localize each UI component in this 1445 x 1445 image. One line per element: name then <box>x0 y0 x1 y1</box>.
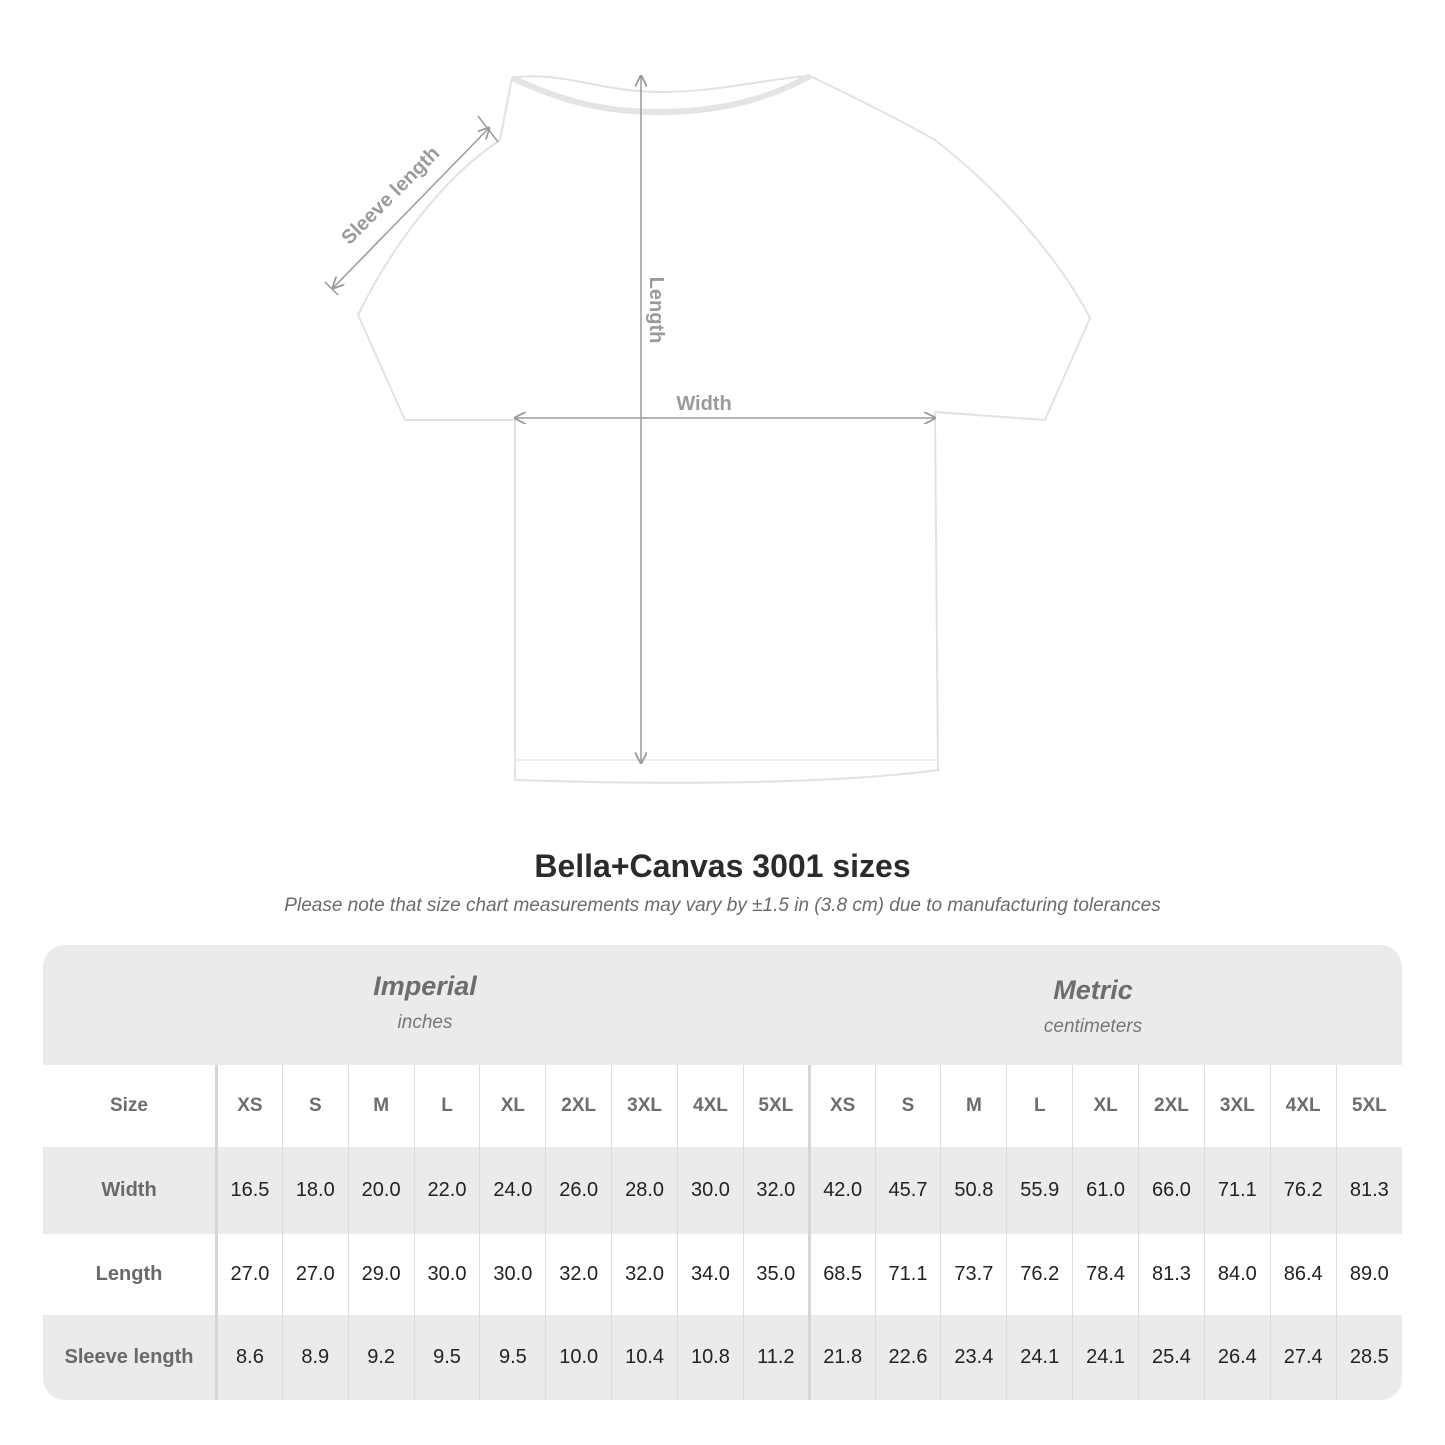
imperial-value-cell: 9.2 <box>347 1315 415 1400</box>
imperial-value-cell: 29.0 <box>347 1234 415 1315</box>
metric-value-cell: 61.0 <box>1072 1147 1139 1234</box>
metric-value-cell: 89.0 <box>1335 1234 1402 1315</box>
size-table: Size XS S M L XL 2XL 3XL 4XL 5XL XS S M L XL 2XL 3XL 4XL 5… <box>43 1065 1402 1400</box>
size-table-panel: Imperial inches Metric centimeters Size X… <box>43 945 1402 1400</box>
tshirt-shape <box>356 74 1092 784</box>
imperial-size-m: M <box>347 1065 415 1147</box>
metric-value-cell: 71.1 <box>874 1234 941 1315</box>
imperial-value-cell: 27.0 <box>281 1234 349 1315</box>
metric-value-cell: 78.4 <box>1072 1234 1139 1315</box>
metric-size-xs: XS <box>807 1065 876 1147</box>
imperial-value-cell: 34.0 <box>677 1234 744 1315</box>
imperial-size-4xl: 4XL <box>677 1065 744 1147</box>
imperial-value-cell: 26.0 <box>545 1147 612 1234</box>
imperial-value-cell: 30.0 <box>479 1234 546 1315</box>
metric-value-cell: 45.7 <box>874 1147 941 1234</box>
metric-value-cell: 21.8 <box>807 1315 876 1400</box>
length-label: Length <box>645 277 667 344</box>
metric-value-cell: 81.3 <box>1335 1147 1402 1234</box>
imperial-value-cell: 27.0 <box>215 1234 283 1315</box>
metric-size-l: L <box>1006 1065 1073 1147</box>
metric-size-3xl: 3XL <box>1203 1065 1271 1147</box>
metric-value-cell: 50.8 <box>940 1147 1007 1234</box>
sleeve-arrow <box>333 128 489 288</box>
table-row: Length 27.0 27.0 29.0 30.0 30.0 32.0 32.0 34.0 35… <box>43 1234 1402 1315</box>
imperial-size-2xl: 2XL <box>545 1065 612 1147</box>
tshirt-diagram: Sleeve length Length Width <box>324 73 1092 784</box>
metric-header: Metric centimeters <box>883 945 1303 1095</box>
table-row: Sleeve length 8.6 8.9 9.2 9.5 9.5 10.0 10.4 10.8… <box>43 1315 1402 1400</box>
imperial-value-cell: 30.0 <box>677 1147 744 1234</box>
imperial-size-l: L <box>413 1065 480 1147</box>
imperial-value-cell: 8.9 <box>281 1315 349 1400</box>
metric-value-cell: 76.2 <box>1006 1234 1073 1315</box>
row-label: Width <box>101 1179 157 1201</box>
metric-value-cell: 27.4 <box>1269 1315 1337 1400</box>
metric-value-cell: 28.5 <box>1335 1315 1402 1400</box>
imperial-value-cell: 8.6 <box>215 1315 283 1400</box>
imperial-header: Imperial inches <box>215 945 635 1091</box>
metric-value-cell: 71.1 <box>1203 1147 1271 1234</box>
imperial-value-cell: 10.0 <box>545 1315 612 1400</box>
metric-size-5xl: 5XL <box>1335 1065 1402 1147</box>
metric-value-cell: 68.5 <box>807 1234 876 1315</box>
metric-value-cell: 76.2 <box>1269 1147 1337 1234</box>
imperial-size-5xl: 5XL <box>742 1065 810 1147</box>
imperial-size-xs: XS <box>215 1065 283 1147</box>
imperial-value-cell: 35.0 <box>742 1234 810 1315</box>
row-label: Length <box>95 1263 163 1285</box>
imperial-size-xl: XL <box>479 1065 546 1147</box>
chart-subtitle: Please note that size chart measurements… <box>284 895 1161 916</box>
imperial-size-3xl: 3XL <box>611 1065 678 1147</box>
metric-value-cell: 23.4 <box>940 1315 1007 1400</box>
size-header-row: Size XS S M L XL 2XL 3XL 4XL 5XL XS S M L XL 2XL 3XL 4XL 5… <box>43 1065 1402 1147</box>
metric-value-cell: 25.4 <box>1138 1315 1205 1400</box>
metric-value-cell: 84.0 <box>1203 1234 1271 1315</box>
imperial-value-cell: 32.0 <box>611 1234 678 1315</box>
size-label: Size <box>109 1095 149 1116</box>
metric-value-cell: 42.0 <box>807 1147 876 1234</box>
metric-value-cell: 22.6 <box>874 1315 941 1400</box>
metric-size-4xl: 4XL <box>1269 1065 1337 1147</box>
imperial-title: Imperial <box>373 971 477 1001</box>
imperial-value-cell: 16.5 <box>215 1147 283 1234</box>
metric-value-cell: 66.0 <box>1138 1147 1205 1234</box>
metric-value-cell: 86.4 <box>1269 1234 1337 1315</box>
metric-unit: centimeters <box>1043 1016 1143 1037</box>
imperial-value-cell: 18.0 <box>281 1147 349 1234</box>
table-row: Width 16.5 18.0 20.0 22.0 24.0 26.0 28.0 30.0 32.… <box>43 1147 1402 1234</box>
imperial-value-cell: 11.2 <box>742 1315 810 1400</box>
metric-size-xl: XL <box>1072 1065 1139 1147</box>
metric-value-cell: 24.1 <box>1072 1315 1139 1400</box>
metric-value-cell: 81.3 <box>1138 1234 1205 1315</box>
chart-title: Bella+Canvas 3001 sizes <box>534 848 911 884</box>
metric-value-cell: 55.9 <box>1006 1147 1073 1234</box>
imperial-value-cell: 10.8 <box>677 1315 744 1400</box>
imperial-value-cell: 24.0 <box>479 1147 546 1234</box>
imperial-value-cell: 20.0 <box>347 1147 415 1234</box>
imperial-unit: inches <box>397 1012 453 1033</box>
metric-size-s: S <box>874 1065 941 1147</box>
metric-size-2xl: 2XL <box>1138 1065 1205 1147</box>
imperial-value-cell: 9.5 <box>479 1315 546 1400</box>
metric-value-cell: 26.4 <box>1203 1315 1271 1400</box>
metric-title: Metric <box>1053 975 1133 1005</box>
metric-size-m: M <box>940 1065 1007 1147</box>
imperial-value-cell: 30.0 <box>413 1234 480 1315</box>
imperial-value-cell: 32.0 <box>545 1234 612 1315</box>
metric-value-cell: 73.7 <box>940 1234 1007 1315</box>
metric-value-cell: 24.1 <box>1006 1315 1073 1400</box>
row-label: Sleeve length <box>64 1346 194 1368</box>
imperial-size-s: S <box>281 1065 349 1147</box>
imperial-value-cell: 32.0 <box>742 1147 810 1234</box>
imperial-value-cell: 10.4 <box>611 1315 678 1400</box>
imperial-value-cell: 22.0 <box>413 1147 480 1234</box>
imperial-value-cell: 9.5 <box>413 1315 480 1400</box>
imperial-value-cell: 28.0 <box>611 1147 678 1234</box>
width-label: Width <box>676 393 731 415</box>
